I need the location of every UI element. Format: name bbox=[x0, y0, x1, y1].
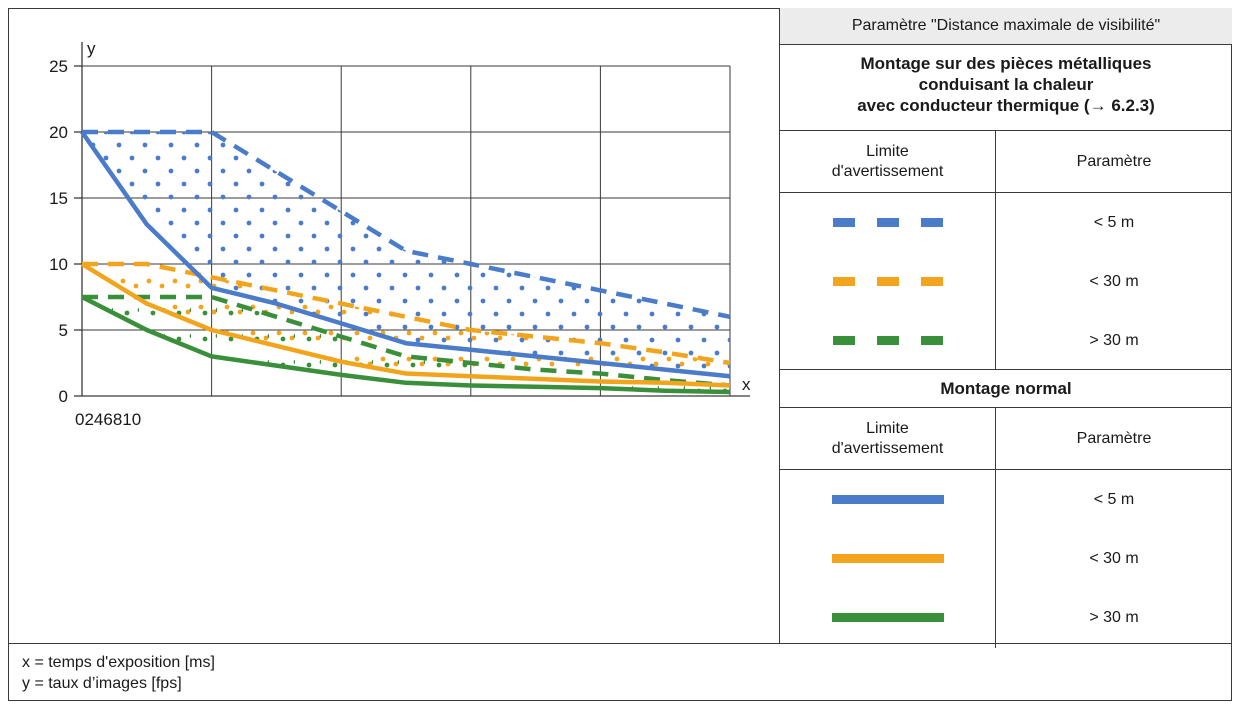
series-line-dashed bbox=[82, 261, 731, 366]
limit-header-line1: Limite bbox=[866, 419, 909, 437]
limit-header-line2: d'avertissement bbox=[831, 162, 944, 180]
y-axis-label: y bbox=[87, 39, 96, 58]
legend-swatch-row bbox=[780, 529, 995, 588]
axis-definitions: x = temps d'exposition [ms] y = taux d’i… bbox=[8, 643, 1232, 701]
y-definition: y = taux d’images [fps] bbox=[22, 675, 182, 692]
limit-column-header: Limite d'avertissement bbox=[780, 408, 996, 469]
x-tick-labels: 0246810 bbox=[75, 410, 141, 429]
limit-header-line1: Limite bbox=[866, 142, 909, 160]
legend-panel: Paramètre "Distance maximale de visibili… bbox=[779, 8, 1232, 648]
limit-column-header: Limite d'avertissement bbox=[780, 131, 996, 192]
section1-title-line3: avec conducteur thermique (→ 6.2.3) bbox=[857, 96, 1155, 115]
y-tick-label: 25 bbox=[49, 57, 68, 76]
series-line-dashed bbox=[82, 294, 731, 388]
x-axis-label: x bbox=[742, 375, 751, 394]
shaded-region bbox=[82, 297, 730, 393]
y-tick-label: 10 bbox=[49, 255, 68, 274]
legend-param-label: < 30 m bbox=[1089, 272, 1139, 290]
section2-rows: < 5 m < 30 m > 30 m bbox=[780, 470, 1232, 648]
section1-column-headers: Limite d'avertissement Paramètre bbox=[780, 131, 1232, 193]
legend-header: Paramètre "Distance maximale de visibili… bbox=[780, 8, 1232, 45]
shaded-region bbox=[82, 132, 730, 377]
legend-swatch-row bbox=[780, 252, 995, 311]
green-dashed-swatch bbox=[832, 336, 943, 345]
legend-param-label: > 30 m bbox=[1089, 331, 1139, 349]
param-column-header: Paramètre bbox=[1076, 152, 1152, 170]
figure-frame bbox=[8, 8, 1232, 701]
param-column-header: Paramètre bbox=[1076, 429, 1152, 447]
y-tick-label: 0 bbox=[59, 387, 68, 406]
green-solid-swatch bbox=[831, 613, 944, 622]
legend-swatch-row bbox=[780, 311, 995, 370]
chart-area: 0 5 10 15 20 25 x y 0246810 bbox=[9, 9, 778, 643]
chart-svg: 0 5 10 15 20 25 x y 0246810 bbox=[49, 39, 751, 429]
blue-solid-swatch bbox=[831, 495, 944, 504]
orange-solid-swatch bbox=[831, 554, 944, 563]
legend-swatch-row bbox=[780, 470, 995, 529]
legend-param-label: < 5 m bbox=[1093, 490, 1135, 508]
series-line-solid bbox=[80, 130, 731, 379]
y-tick-label: 15 bbox=[49, 189, 68, 208]
y-tick-label: 5 bbox=[59, 321, 68, 340]
section2-column-headers: Limite d'avertissement Paramètre bbox=[780, 408, 1232, 470]
legend-param-label: < 30 m bbox=[1089, 549, 1139, 567]
legend-param-label: > 30 m bbox=[1089, 608, 1139, 626]
section2-title: Montage normal bbox=[780, 370, 1232, 408]
section1-title: Montage sur des pièces métalliques condu… bbox=[780, 45, 1232, 131]
legend-swatch-row bbox=[780, 193, 995, 252]
limit-header-line2: d'avertissement bbox=[831, 439, 944, 457]
section1-title-line1: Montage sur des pièces métalliques bbox=[860, 54, 1152, 73]
y-tick-label: 20 bbox=[49, 123, 68, 142]
section1-rows: < 5 m < 30 m > 30 m bbox=[780, 193, 1232, 370]
legend-param-label: < 5 m bbox=[1093, 213, 1135, 231]
blue-dashed-swatch bbox=[832, 218, 943, 227]
series-line-dashed bbox=[82, 129, 731, 320]
series-line-solid bbox=[80, 262, 731, 388]
orange-dashed-swatch bbox=[832, 277, 943, 286]
legend-swatch-row bbox=[780, 588, 995, 647]
section1-title-line2: conduisant la chaleur bbox=[918, 75, 1094, 94]
x-definition: x = temps d'exposition [ms] bbox=[22, 654, 215, 671]
series-line-solid bbox=[80, 294, 731, 395]
